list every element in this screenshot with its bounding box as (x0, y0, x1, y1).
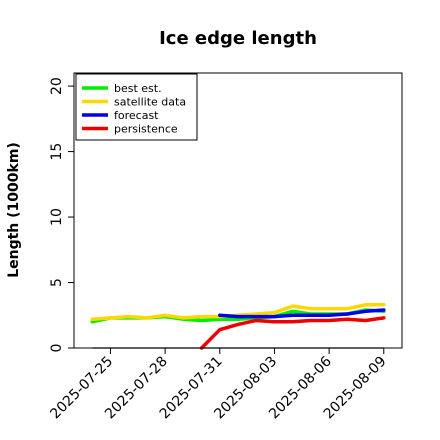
y-tick-label: 15 (49, 143, 65, 161)
series-line-persistence (199, 316, 386, 350)
series-line-forecast (218, 308, 386, 319)
legend-label: forecast (114, 109, 159, 122)
x-axis: 2025-07-252025-07-282025-07-312025-08-03… (47, 348, 390, 422)
plot-frame (73, 72, 403, 349)
y-tick-label: 5 (49, 278, 65, 287)
y-axis-label: Length (1000km) (6, 142, 22, 278)
legend-box (75, 73, 198, 141)
chart-title: Ice edge length (159, 28, 317, 49)
y-tick-label: 0 (49, 344, 65, 353)
legend-label: satellite data (114, 96, 186, 109)
legend-label: best est. (114, 82, 162, 95)
series-layer (90, 303, 386, 350)
y-tick-label: 10 (49, 208, 65, 226)
y-axis: 0 5 10 15 20 (49, 77, 74, 352)
legend-label: persistence (114, 123, 178, 136)
legend: best est.satellite dataforecastpersisten… (75, 73, 198, 141)
y-tick-label: 20 (49, 77, 65, 95)
